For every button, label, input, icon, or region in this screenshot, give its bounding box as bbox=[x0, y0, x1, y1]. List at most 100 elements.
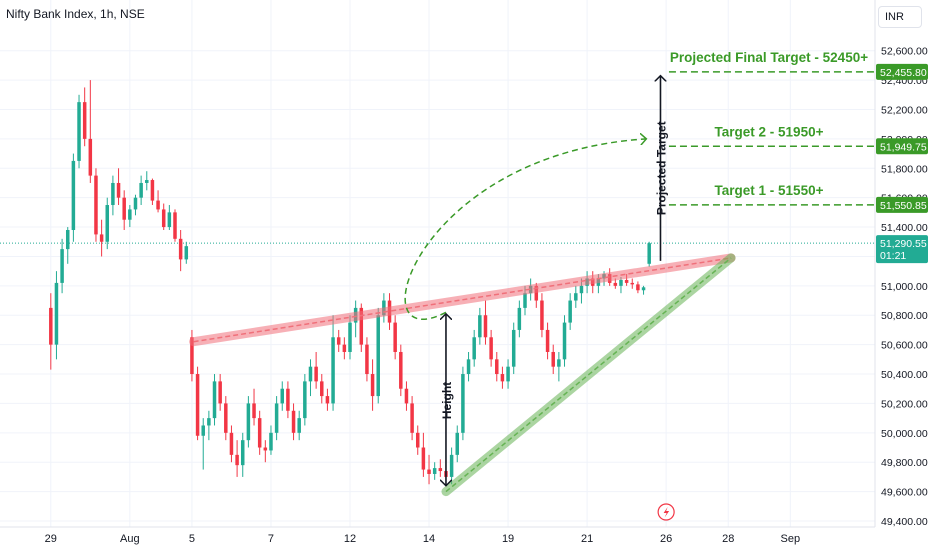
candle-up bbox=[207, 410, 211, 441]
time-axis[interactable]: 29 Aug 5 7 12 14 19 21 26 28 Sep bbox=[0, 526, 875, 550]
final-target-price-tag[interactable]: 52,455.80 bbox=[876, 63, 928, 80]
candle-down bbox=[161, 203, 166, 230]
candle-body bbox=[229, 432, 234, 455]
candle-body bbox=[156, 200, 160, 210]
projected-final-target-label: Projected Final Target - 52450+ bbox=[670, 50, 868, 65]
candle-down bbox=[370, 359, 375, 411]
candle-body bbox=[478, 315, 482, 338]
candle-up bbox=[145, 171, 149, 191]
candle-body bbox=[139, 182, 143, 198]
candle-body bbox=[641, 287, 646, 291]
candle-down bbox=[415, 425, 420, 455]
candle-body bbox=[540, 300, 544, 330]
candle-down bbox=[320, 374, 324, 404]
candle-body bbox=[145, 180, 149, 183]
candle-up bbox=[280, 381, 285, 411]
candle-down bbox=[224, 396, 228, 441]
candle-body bbox=[370, 374, 375, 397]
candle-down bbox=[551, 344, 555, 375]
candle-body bbox=[291, 410, 296, 433]
candle-down bbox=[173, 209, 177, 242]
candle-body bbox=[393, 322, 397, 352]
grid bbox=[0, 0, 875, 527]
time-tick-label: Sep bbox=[781, 533, 801, 545]
candle-body bbox=[116, 182, 121, 198]
candle-down bbox=[291, 403, 296, 441]
candle-up bbox=[297, 410, 301, 441]
candle-body bbox=[432, 468, 437, 474]
event-lightning-icon[interactable] bbox=[657, 503, 675, 521]
candle-body bbox=[82, 102, 87, 139]
price-tick-label: 51,000.00 bbox=[881, 281, 928, 293]
final-target-price-tag-value: 52,455.80 bbox=[880, 67, 927, 79]
candle-body bbox=[500, 374, 505, 382]
candle-body bbox=[201, 425, 205, 436]
target-1-price-tag[interactable]: 51,550.85 bbox=[876, 196, 928, 213]
candle-body bbox=[495, 359, 499, 375]
candle-body bbox=[624, 279, 629, 283]
price-tick-label: 49,400.00 bbox=[881, 516, 928, 528]
candle-up bbox=[461, 366, 465, 441]
candle-body bbox=[574, 293, 578, 301]
candle-down bbox=[99, 219, 104, 257]
candle-down bbox=[263, 440, 268, 463]
price-axis[interactable]: 49,400.00 49,600.00 49,800.00 50,000.00 50,2… bbox=[874, 0, 932, 550]
candle-body bbox=[404, 388, 409, 404]
candle-body bbox=[274, 403, 279, 433]
time-tick-label: 19 bbox=[502, 533, 514, 545]
candle-down bbox=[88, 80, 93, 183]
candle-down bbox=[399, 344, 403, 397]
trend-lines[interactable] bbox=[189, 253, 736, 497]
candle-body bbox=[568, 300, 572, 323]
candle-body bbox=[359, 307, 364, 345]
candle-body bbox=[60, 249, 64, 283]
candle-body bbox=[190, 337, 194, 375]
target-2-price-tag-bg bbox=[876, 138, 928, 155]
target-1-price-tag-value: 51,550.85 bbox=[880, 200, 927, 212]
current-price-tag-countdown: 01:21 bbox=[880, 250, 906, 262]
price-tick-label: 51,800.00 bbox=[881, 163, 928, 175]
projected-target-label: Projected Target bbox=[654, 121, 668, 215]
candle-body bbox=[449, 454, 454, 477]
target-2-price-tag[interactable]: 51,949.75 bbox=[876, 138, 928, 155]
candle-body bbox=[252, 403, 256, 419]
annotations: Height Projected Target Projected Final Ta… bbox=[404, 50, 875, 521]
candle-body bbox=[54, 282, 59, 345]
candle-body bbox=[472, 337, 476, 360]
candle-up bbox=[308, 359, 313, 397]
support-trendline[interactable] bbox=[441, 253, 736, 497]
candle-body bbox=[99, 234, 104, 242]
candle-body bbox=[523, 293, 527, 308]
candle-up bbox=[455, 425, 460, 463]
currency-button[interactable]: INR bbox=[878, 6, 922, 28]
candle-down bbox=[49, 293, 53, 370]
candle-body bbox=[128, 209, 132, 220]
candle-body bbox=[489, 337, 493, 360]
candle-up bbox=[139, 175, 143, 206]
candle-down bbox=[195, 366, 200, 441]
candle-down bbox=[404, 381, 409, 411]
candle-down bbox=[636, 281, 640, 294]
candle-body bbox=[65, 230, 70, 250]
candle-body bbox=[150, 180, 155, 201]
candle-body bbox=[240, 440, 245, 466]
target-1-price-tag-bg bbox=[876, 196, 928, 213]
candle-up bbox=[647, 241, 651, 267]
support-trendline-center bbox=[445, 257, 732, 493]
candle-body bbox=[455, 432, 460, 455]
height-label: Height bbox=[440, 382, 454, 419]
candle-down bbox=[483, 300, 488, 345]
candle-down bbox=[156, 190, 160, 213]
candle-body bbox=[77, 102, 81, 161]
time-tick-label: 5 bbox=[189, 533, 195, 545]
candle-body bbox=[167, 212, 172, 228]
lightning-icon bbox=[663, 507, 670, 518]
resistance-trendline-center bbox=[193, 257, 732, 343]
time-tick-label: 21 bbox=[581, 533, 593, 545]
resistance-trendline[interactable] bbox=[189, 253, 736, 347]
time-tick-label: 29 bbox=[45, 533, 57, 545]
candle-body bbox=[105, 205, 110, 242]
candle-up bbox=[331, 315, 335, 411]
